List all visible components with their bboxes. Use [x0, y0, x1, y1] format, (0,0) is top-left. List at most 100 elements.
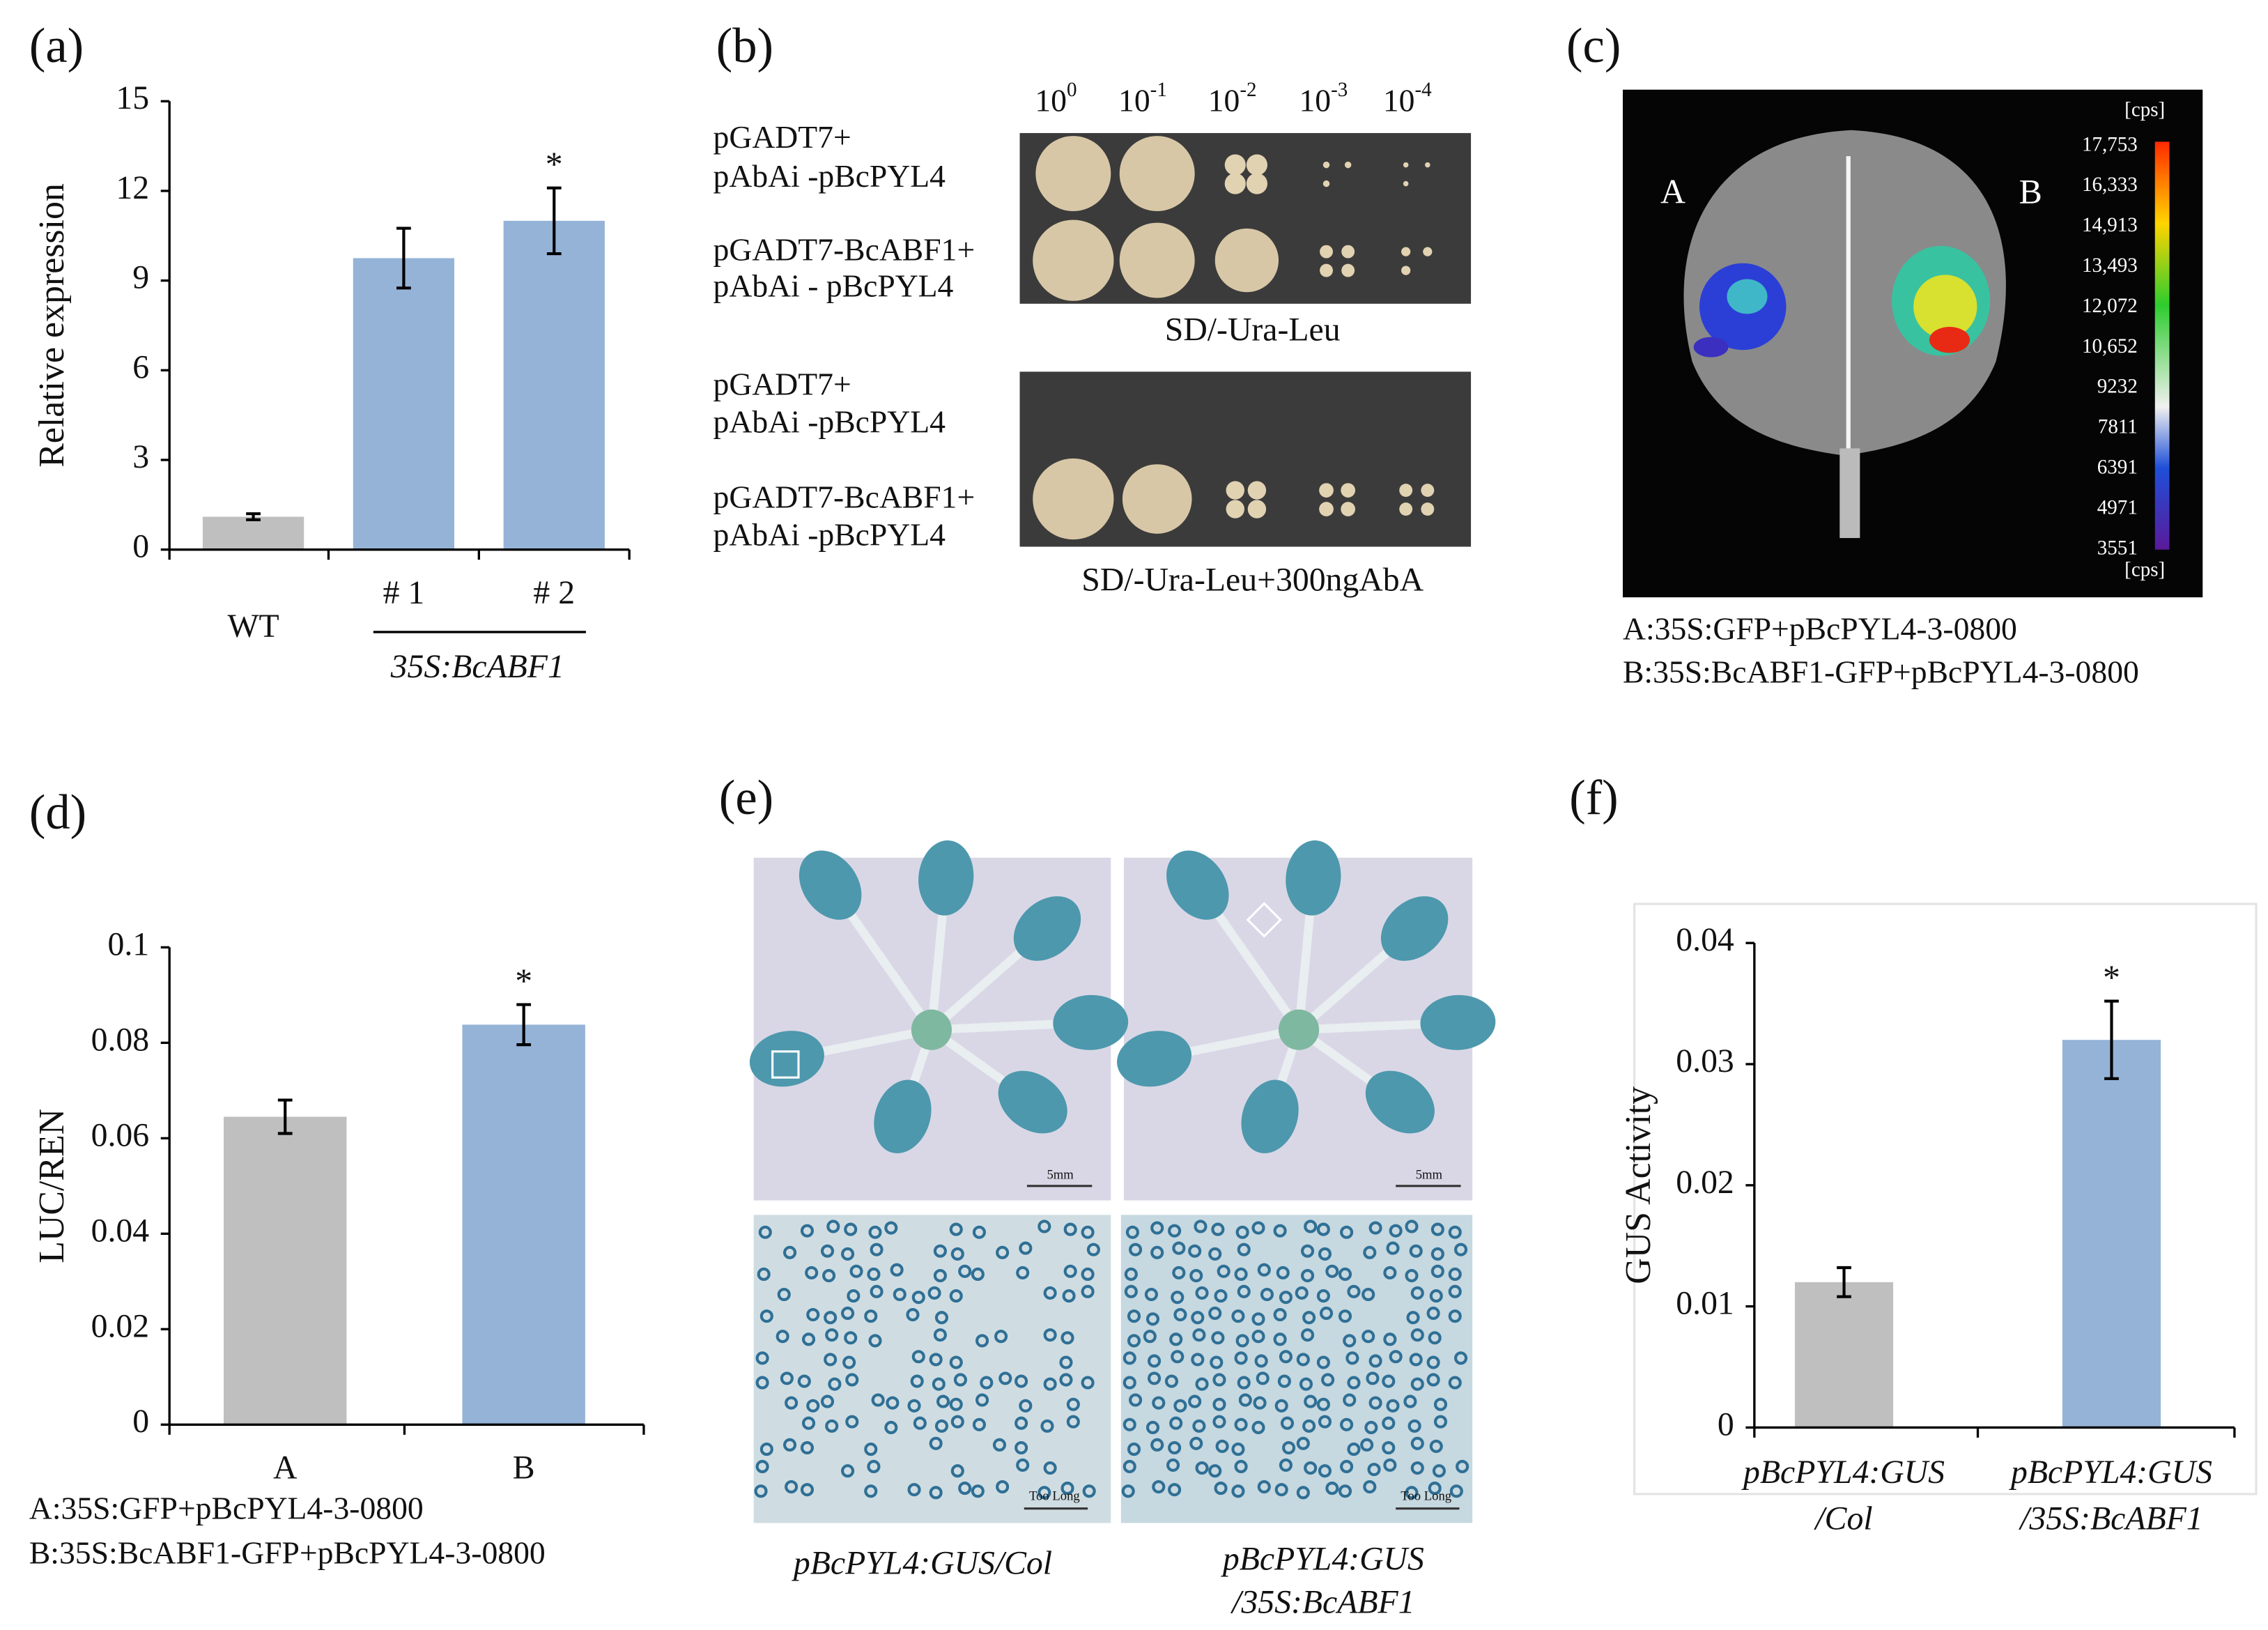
- stoma: [1060, 1331, 1074, 1345]
- stoma: [1189, 1268, 1203, 1283]
- stoma: [1433, 1397, 1448, 1411]
- petiole: [927, 907, 948, 1031]
- colorbar-unit: [cps]: [2124, 558, 2165, 581]
- stoma: [1361, 1287, 1375, 1302]
- stoma: [929, 1353, 943, 1367]
- stoma: [1173, 1399, 1187, 1413]
- stoma: [1304, 1220, 1318, 1233]
- colorbar-label: 12,072: [2082, 295, 2138, 317]
- stoma: [1152, 1396, 1166, 1410]
- stoma: [1257, 1479, 1271, 1494]
- caption: /35S:BcABF1: [1230, 1584, 1414, 1621]
- dilution-base: 10: [1118, 83, 1150, 118]
- caption: pBcPYL4:GUS: [1221, 1540, 1424, 1577]
- stoma: [1086, 1243, 1100, 1256]
- stoma: [884, 1221, 898, 1235]
- y-tick-label: 0: [1718, 1406, 1734, 1443]
- stoma: [755, 1376, 769, 1390]
- stoma: [1237, 1243, 1251, 1256]
- petiole: [928, 945, 1027, 1033]
- stoma: [1367, 1463, 1381, 1477]
- leaf: [749, 1031, 824, 1087]
- stoma: [1210, 1355, 1224, 1369]
- stoma: [1343, 1393, 1357, 1407]
- stoma: [1251, 1221, 1265, 1235]
- stoma: [1405, 1268, 1419, 1283]
- stoma: [1449, 1484, 1463, 1498]
- y-tick-label: 0.1: [107, 925, 149, 962]
- stoma: [1448, 1376, 1462, 1390]
- stoma: [1345, 1351, 1359, 1365]
- colony: [1214, 228, 1279, 293]
- stoma: [1188, 1394, 1202, 1408]
- colony: [1423, 247, 1433, 256]
- stoma: [820, 1244, 835, 1258]
- stoma: [1081, 1267, 1095, 1281]
- leaf: [799, 850, 862, 920]
- stoma: [801, 1332, 816, 1346]
- stoma: [1273, 1308, 1287, 1322]
- stoma: [1015, 1416, 1028, 1430]
- stoma: [1037, 1486, 1051, 1500]
- stoma: [1405, 1220, 1419, 1233]
- y-tick-label: 0.06: [91, 1116, 150, 1153]
- x-tick-label: B: [513, 1450, 535, 1486]
- stoma: [1019, 1241, 1033, 1255]
- stoma: [1406, 1311, 1420, 1325]
- colony: [1224, 173, 1246, 194]
- stoma: [1016, 1266, 1030, 1279]
- stoma: [1217, 1264, 1231, 1278]
- stoma: [1189, 1436, 1203, 1450]
- stoma: [1325, 1264, 1339, 1278]
- dilution-base: 10: [1035, 83, 1067, 118]
- scale-label: 5mm: [1047, 1168, 1074, 1183]
- stoma: [1152, 1479, 1166, 1494]
- stoma: [1405, 1486, 1419, 1500]
- x-tick-label: # 2: [533, 574, 575, 611]
- bar: [353, 258, 455, 550]
- x-tick-label: pBcPYL4:GUS: [1741, 1454, 1945, 1491]
- stoma: [1383, 1458, 1397, 1472]
- y-axis-label: GUS Activity: [1619, 1086, 1658, 1284]
- group-label: 35S:BcABF1: [390, 648, 564, 685]
- colony: [1341, 502, 1356, 516]
- colony: [1035, 136, 1111, 212]
- strain-label: pAbAi - pBcPYL4: [713, 268, 954, 304]
- stoma: [1296, 1436, 1310, 1450]
- stoma: [1148, 1371, 1162, 1385]
- y-tick-label: 12: [116, 169, 149, 206]
- stoma: [1368, 1396, 1382, 1410]
- colorbar-label: 17,753: [2082, 133, 2138, 155]
- stoma: [1347, 1443, 1361, 1456]
- stoma: [949, 1289, 963, 1303]
- stoma: [996, 1245, 1010, 1259]
- stoma: [755, 1351, 769, 1365]
- stoma: [949, 1222, 963, 1236]
- panel-label: (a): [29, 19, 84, 73]
- stoma: [785, 1396, 799, 1410]
- colorbar-label: 16,333: [2082, 174, 2138, 196]
- stoma: [1338, 1309, 1352, 1323]
- stoma: [1148, 1354, 1162, 1368]
- error-bar: [277, 1098, 293, 1135]
- stoma: [806, 1308, 820, 1322]
- stoma: [1274, 1483, 1288, 1497]
- stoma: [1150, 1245, 1164, 1259]
- stoma: [1338, 1484, 1352, 1498]
- stoma: [958, 1482, 972, 1496]
- rosette-center: [911, 1009, 952, 1050]
- leaf: [874, 1079, 932, 1153]
- stoma: [864, 1484, 878, 1498]
- dilution-base: 10: [1383, 83, 1415, 118]
- colorbar-label: 7811: [2098, 416, 2138, 438]
- dilution-exponent: -4: [1414, 78, 1432, 100]
- stoma: [1166, 1458, 1180, 1472]
- stoma: [1319, 1306, 1334, 1321]
- stoma: [1430, 1247, 1444, 1261]
- stoma: [871, 1393, 885, 1407]
- stoma: [934, 1311, 949, 1325]
- stoma: [994, 1330, 1008, 1344]
- colony: [1247, 500, 1267, 518]
- stoma: [1019, 1399, 1033, 1413]
- y-tick-label: 0: [132, 528, 149, 565]
